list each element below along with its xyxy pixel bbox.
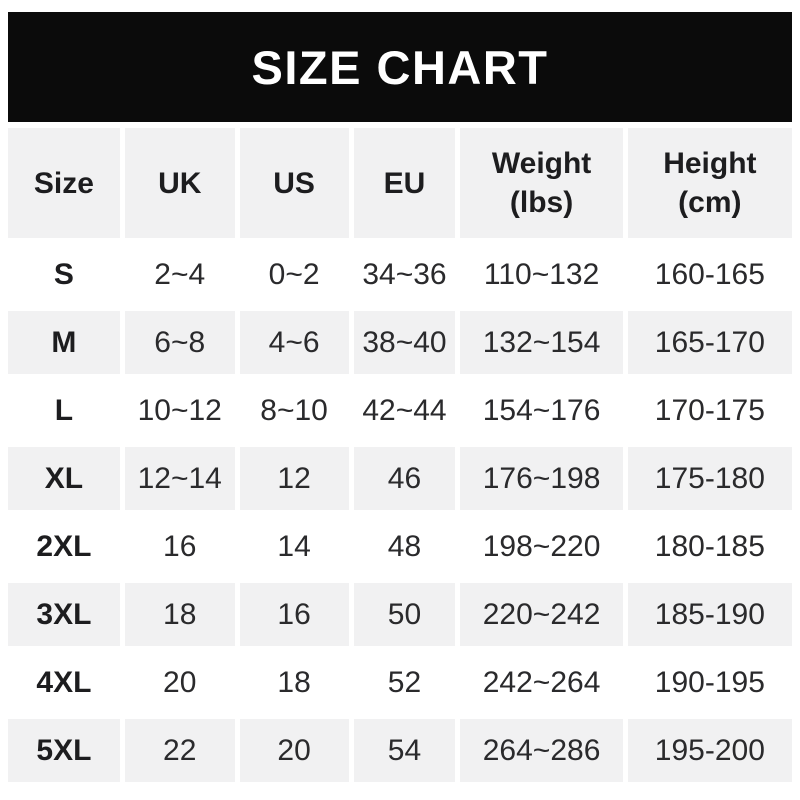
cell-eu: 54 bbox=[353, 719, 456, 782]
cell-uk: 6~8 bbox=[124, 311, 235, 374]
cell-uk: 10~12 bbox=[124, 379, 235, 442]
cell-weight: 110~132 bbox=[460, 243, 623, 306]
column-header-height: Height (cm) bbox=[627, 128, 792, 238]
cell-us: 14 bbox=[239, 515, 349, 578]
cell-eu: 46 bbox=[353, 447, 456, 510]
cell-size: M bbox=[8, 311, 120, 374]
cell-size: L bbox=[8, 379, 120, 442]
cell-size: 5XL bbox=[8, 719, 120, 782]
cell-eu: 50 bbox=[353, 583, 456, 646]
cell-height: 190-195 bbox=[627, 651, 792, 714]
cell-eu: 38~40 bbox=[353, 311, 456, 374]
cell-uk: 18 bbox=[124, 583, 235, 646]
cell-size: 4XL bbox=[8, 651, 120, 714]
cell-eu: 52 bbox=[353, 651, 456, 714]
cell-height: 180-185 bbox=[627, 515, 792, 578]
cell-uk: 22 bbox=[124, 719, 235, 782]
cell-height: 170-175 bbox=[627, 379, 792, 442]
cell-uk: 16 bbox=[124, 515, 235, 578]
cell-size: S bbox=[8, 243, 120, 306]
cell-height: 165-170 bbox=[627, 311, 792, 374]
cell-weight: 154~176 bbox=[460, 379, 623, 442]
size-chart-title: SIZE CHART bbox=[251, 40, 549, 94]
cell-us: 0~2 bbox=[239, 243, 349, 306]
cell-us: 20 bbox=[239, 719, 349, 782]
cell-height: 175-180 bbox=[627, 447, 792, 510]
cell-uk: 2~4 bbox=[124, 243, 235, 306]
cell-height: 195-200 bbox=[627, 719, 792, 782]
column-header-us: US bbox=[239, 128, 349, 238]
cell-eu: 48 bbox=[353, 515, 456, 578]
cell-weight: 264~286 bbox=[460, 719, 623, 782]
cell-us: 16 bbox=[239, 583, 349, 646]
cell-size: 2XL bbox=[8, 515, 120, 578]
cell-weight: 242~264 bbox=[460, 651, 623, 714]
cell-weight: 220~242 bbox=[460, 583, 623, 646]
column-header-weight: Weight (lbs) bbox=[460, 128, 623, 238]
cell-eu: 42~44 bbox=[353, 379, 456, 442]
cell-height: 185-190 bbox=[627, 583, 792, 646]
column-header-eu: EU bbox=[353, 128, 456, 238]
cell-height: 160-165 bbox=[627, 243, 792, 306]
column-header-size: Size bbox=[8, 128, 120, 238]
cell-eu: 34~36 bbox=[353, 243, 456, 306]
cell-uk: 20 bbox=[124, 651, 235, 714]
cell-uk: 12~14 bbox=[124, 447, 235, 510]
cell-weight: 132~154 bbox=[460, 311, 623, 374]
cell-us: 4~6 bbox=[239, 311, 349, 374]
size-table: Size UK US EU Weight (lbs) Height (cm) S… bbox=[8, 128, 792, 782]
cell-size: XL bbox=[8, 447, 120, 510]
cell-weight: 198~220 bbox=[460, 515, 623, 578]
cell-us: 18 bbox=[239, 651, 349, 714]
cell-us: 8~10 bbox=[239, 379, 349, 442]
size-chart-banner: SIZE CHART bbox=[8, 12, 792, 122]
cell-weight: 176~198 bbox=[460, 447, 623, 510]
column-header-uk: UK bbox=[124, 128, 235, 238]
cell-size: 3XL bbox=[8, 583, 120, 646]
cell-us: 12 bbox=[239, 447, 349, 510]
